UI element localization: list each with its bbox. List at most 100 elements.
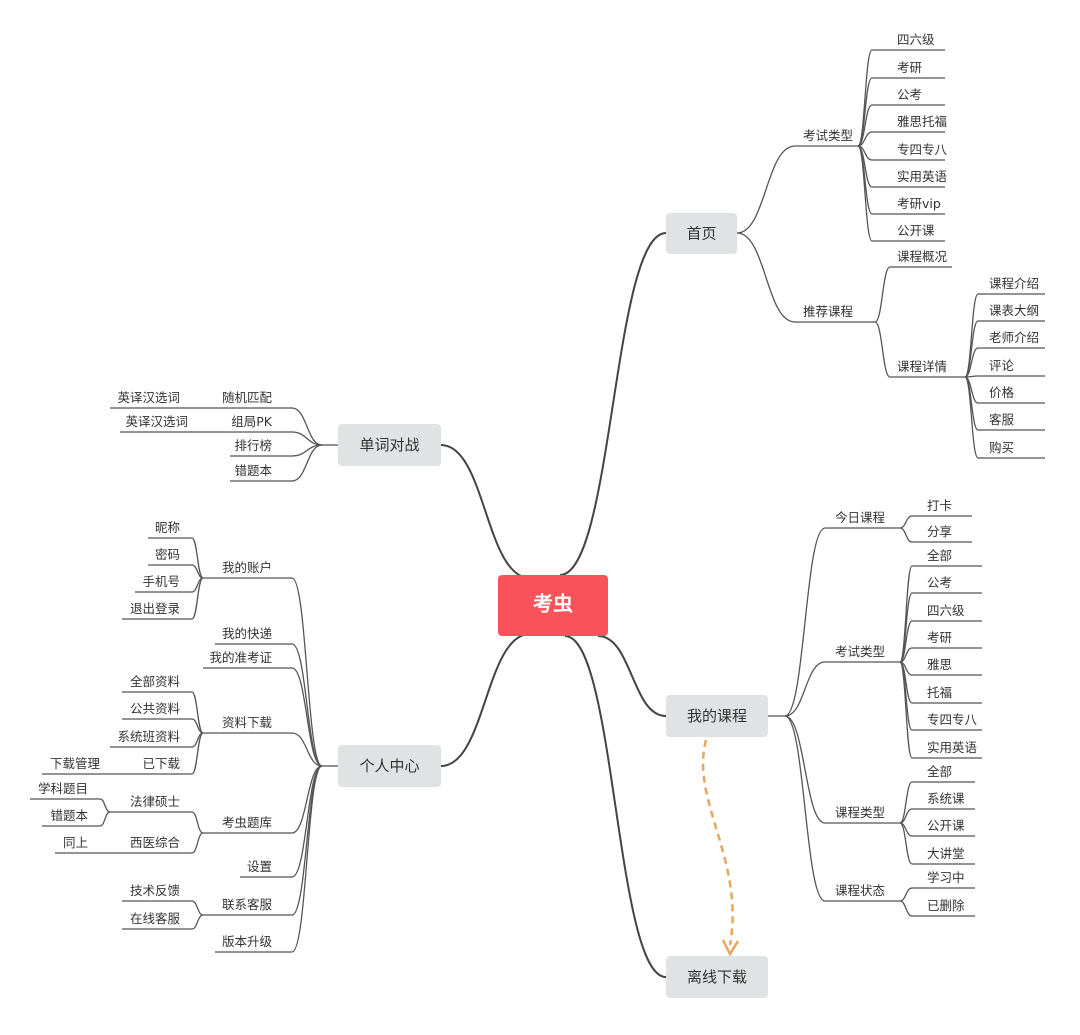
node-label[interactable]: 课程介绍 — [989, 276, 1039, 291]
node-label[interactable]: 托福 — [927, 685, 952, 700]
node-label[interactable]: 专四专八 — [897, 142, 948, 157]
node-label[interactable]: 随机匹配 — [222, 390, 273, 405]
node-label[interactable]: 客服 — [989, 412, 1015, 427]
node-label[interactable]: 价格 — [989, 385, 1015, 400]
node-label[interactable]: 实用英语 — [897, 169, 947, 184]
branch-my-courses[interactable]: 我的课程 — [666, 695, 768, 737]
node-label[interactable]: 公考 — [897, 87, 922, 102]
node-label[interactable]: 资料下载 — [222, 715, 273, 730]
connector — [784, 527, 826, 717]
branch-home-box — [666, 213, 737, 254]
connector — [191, 914, 204, 930]
node-label[interactable]: 考试类型 — [803, 128, 853, 143]
sub-node-label[interactable]: 同上 — [63, 835, 88, 850]
node-label[interactable]: 密码 — [155, 547, 180, 562]
node-label[interactable]: 考试类型 — [835, 644, 885, 659]
node-label[interactable]: 设置 — [247, 859, 272, 874]
node-label[interactable]: 雅思托福 — [897, 114, 947, 129]
node-label[interactable]: 在线客服 — [130, 911, 181, 926]
connector — [191, 718, 204, 734]
branch-home[interactable]: 首页 — [666, 213, 737, 254]
connector — [99, 798, 111, 813]
node-label[interactable]: 我的账户 — [222, 560, 272, 575]
sub-node-label[interactable]: 英译汉选词 — [117, 390, 180, 405]
branch-word-battle-label: 单词对战 — [359, 436, 419, 454]
node-label[interactable]: 今日课程 — [835, 510, 886, 525]
node-label[interactable]: 排行榜 — [234, 438, 272, 453]
branch-home-label: 首页 — [686, 225, 716, 243]
node-label[interactable]: 已删除 — [927, 898, 965, 913]
node-label[interactable]: 手机号 — [142, 574, 180, 589]
branch-offline[interactable]: 离线下载 — [666, 956, 768, 998]
connector — [899, 527, 913, 543]
node-label[interactable]: 专四专八 — [927, 712, 978, 727]
node-label[interactable]: 系统班资料 — [117, 729, 180, 744]
connector — [191, 691, 204, 734]
node-label[interactable]: 四六级 — [927, 603, 965, 618]
node-label[interactable]: 昵称 — [155, 520, 180, 535]
connector — [899, 661, 913, 759]
node-label[interactable]: 公共资料 — [130, 701, 181, 716]
branch-personal[interactable]: 个人中心 — [338, 745, 441, 787]
connector — [291, 407, 323, 446]
node-label[interactable]: 学科题目 — [38, 781, 88, 796]
node-label[interactable]: 公开课 — [927, 818, 965, 833]
node-label[interactable]: 已下载 — [142, 756, 180, 771]
connector — [191, 732, 204, 775]
node-label[interactable]: 学习中 — [927, 870, 965, 885]
node-label[interactable]: 组局PK — [231, 414, 273, 429]
connector — [899, 647, 913, 663]
root-to-word-battle — [440, 444, 531, 579]
node-label[interactable]: 考研vip — [897, 196, 941, 211]
connector — [784, 661, 826, 717]
node-label[interactable]: 公开课 — [897, 223, 935, 238]
node-label[interactable]: 错题本 — [50, 808, 88, 823]
connector — [291, 643, 323, 767]
node-label[interactable]: 全部 — [927, 548, 952, 563]
node-label[interactable]: 公考 — [927, 575, 952, 590]
branch-word-battle[interactable]: 单词对战 — [338, 424, 441, 466]
node-label[interactable]: 四六级 — [897, 32, 935, 47]
connector — [899, 808, 913, 824]
branch-offline-box — [666, 956, 768, 998]
sub-node-label[interactable]: 下载管理 — [50, 756, 101, 771]
root-node[interactable]: 考虫 — [498, 575, 608, 636]
node-label[interactable]: 推荐课程 — [803, 304, 854, 319]
node-label[interactable]: 打卡 — [927, 498, 952, 513]
node-label[interactable]: 法律硕士 — [130, 794, 180, 809]
node-label[interactable]: 雅思 — [927, 657, 952, 672]
node-label[interactable]: 课程概况 — [897, 249, 948, 264]
connector — [784, 715, 826, 902]
node-label[interactable]: 课程状态 — [835, 883, 885, 898]
node-label[interactable]: 全部资料 — [130, 674, 181, 689]
node-label[interactable]: 老师介绍 — [989, 330, 1039, 345]
node-label[interactable]: 系统课 — [927, 791, 965, 806]
node-label[interactable]: 技术反馈 — [130, 883, 180, 898]
node-label[interactable]: 考研 — [927, 630, 952, 645]
node-label[interactable]: 联系客服 — [222, 897, 273, 912]
node-label[interactable]: 课程详情 — [897, 359, 947, 374]
node-label[interactable]: 全部 — [927, 764, 952, 779]
node-label[interactable]: 实用英语 — [927, 740, 977, 755]
arrow-head-icon — [721, 939, 740, 957]
node-label[interactable]: 课表大纲 — [989, 303, 1039, 318]
node-label[interactable]: 我的准考证 — [209, 650, 272, 665]
node-label[interactable]: 考虫题库 — [222, 815, 272, 830]
node-label[interactable]: 考研 — [897, 60, 922, 75]
sub-node-label[interactable]: 英译汉选词 — [125, 414, 188, 429]
connector — [857, 145, 873, 242]
node-label[interactable]: 我的快递 — [222, 626, 273, 641]
node-label[interactable]: 分享 — [927, 524, 952, 539]
connector — [291, 765, 323, 916]
node-label[interactable]: 错题本 — [234, 463, 272, 478]
node-label[interactable]: 评论 — [989, 358, 1015, 373]
node-label[interactable]: 退出登录 — [130, 601, 180, 616]
node-label[interactable]: 购买 — [989, 440, 1014, 455]
connector — [291, 765, 323, 834]
node-label[interactable]: 大讲堂 — [927, 846, 965, 861]
node-label[interactable]: 版本升级 — [222, 934, 273, 949]
connector — [899, 887, 913, 902]
node-label[interactable]: 课程类型 — [835, 805, 885, 820]
node-label[interactable]: 西医综合 — [130, 835, 181, 850]
